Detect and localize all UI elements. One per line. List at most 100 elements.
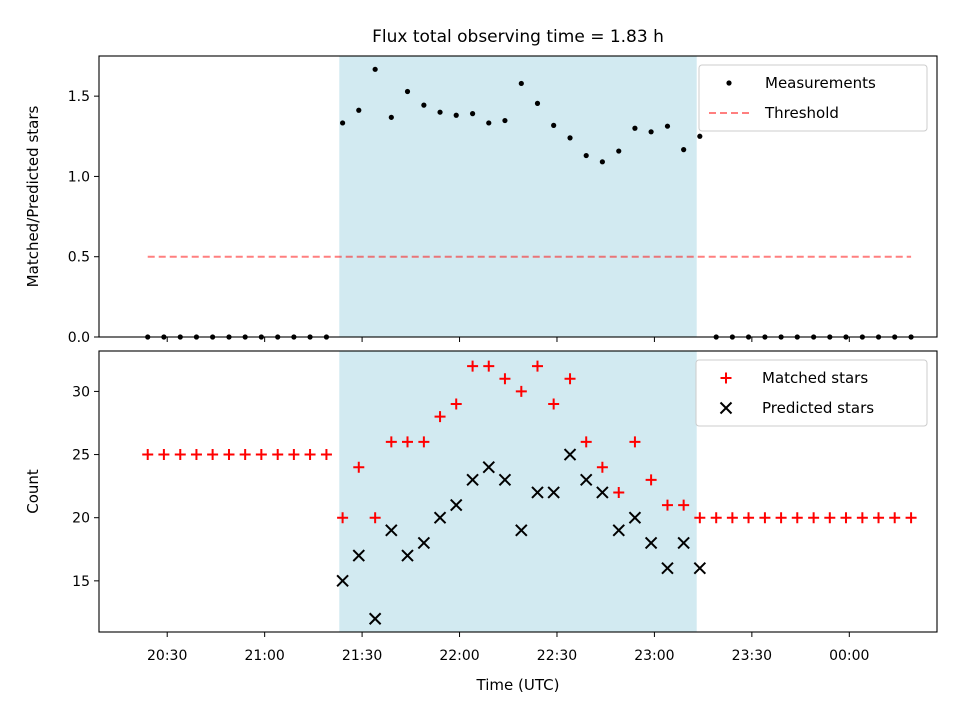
bottom-y-axis-label: Count xyxy=(24,469,42,514)
x-tick-label: 23:30 xyxy=(732,648,772,664)
matched-star-point xyxy=(142,449,154,461)
matched-star-point xyxy=(385,436,397,448)
matched-star-point xyxy=(499,373,511,385)
predicted-star-point xyxy=(515,524,528,537)
observing-span xyxy=(339,56,697,337)
predicted-star-point xyxy=(482,460,495,474)
predicted-star-point xyxy=(336,574,349,588)
predicted-star-point xyxy=(531,486,544,499)
matched-star-point xyxy=(223,449,235,461)
matched-star-point xyxy=(190,449,202,461)
y-tick-label: 0.0 xyxy=(68,330,90,346)
matched-star-point xyxy=(726,512,738,524)
matched-star-point xyxy=(239,449,251,461)
matched-star-point xyxy=(824,512,836,524)
legend-label: Matched stars xyxy=(762,369,868,387)
matched-star-point xyxy=(889,512,901,524)
legend-predicted-swatch xyxy=(719,401,733,415)
matched-star-point xyxy=(694,512,706,524)
matched-star-point xyxy=(905,512,917,524)
legend-box xyxy=(695,359,928,427)
legend-matched-swatch xyxy=(720,372,732,384)
bottom-panel: 15 20 25 30 20:30 21:00 21:30 22:00 22:30 23:00 23… xyxy=(72,350,938,664)
matched-star-point xyxy=(759,512,771,524)
measurement-point xyxy=(486,120,492,126)
predicted-star-point xyxy=(433,511,447,524)
predicted-star-point xyxy=(385,524,398,537)
predicted-star-point xyxy=(466,473,479,487)
measurement-point xyxy=(356,107,362,113)
legend-label: Threshold xyxy=(764,104,839,122)
matched-star-point xyxy=(174,449,186,461)
y-tick-label: 30 xyxy=(72,384,90,400)
measurement-point xyxy=(421,102,427,108)
matched-star-point xyxy=(158,449,170,461)
matched-star-point xyxy=(808,512,820,524)
predicted-star-point xyxy=(628,511,642,524)
matched-star-point xyxy=(791,512,803,524)
legend-box xyxy=(698,64,928,132)
predicted-star-point xyxy=(450,498,463,512)
matched-star-point xyxy=(580,436,592,448)
x-tick-label: 22:30 xyxy=(537,648,577,664)
matched-star-point xyxy=(320,449,332,461)
predicted-star-point xyxy=(580,473,593,487)
measurement-point xyxy=(453,112,459,118)
matched-star-point xyxy=(710,512,722,524)
matched-star-point xyxy=(207,449,219,461)
matched-star-point xyxy=(856,512,868,524)
measurement-point xyxy=(567,135,573,141)
matched-star-point xyxy=(743,512,755,524)
legend-measurement-swatch xyxy=(726,80,732,86)
matched-star-point xyxy=(645,474,657,486)
matched-star-point xyxy=(304,449,316,461)
legend: Matched stars Predicted stars xyxy=(695,359,928,427)
legend: Measurements Threshold xyxy=(698,64,928,132)
matched-star-point xyxy=(369,512,381,524)
measurement-point xyxy=(372,66,378,72)
predicted-star-point xyxy=(693,562,707,575)
predicted-star-point xyxy=(498,473,512,487)
measurement-point xyxy=(599,159,605,165)
measurement-point xyxy=(551,122,557,128)
predicted-star-point xyxy=(661,562,674,575)
matched-star-point xyxy=(434,411,446,423)
measurement-point xyxy=(340,120,346,126)
predicted-star-point xyxy=(401,549,414,562)
measurement-point xyxy=(697,133,703,139)
predicted-star-point xyxy=(644,536,658,550)
measurement-point xyxy=(404,88,411,95)
measurement-point xyxy=(437,109,443,115)
predicted-star-point xyxy=(596,486,609,499)
x-tick-label: 00:00 xyxy=(829,648,869,664)
x-tick-label: 21:30 xyxy=(342,648,382,664)
x-tick-label: 21:00 xyxy=(244,648,284,664)
measurement-point xyxy=(648,129,654,135)
x-tick-label: 22:00 xyxy=(439,648,479,664)
measurement-point xyxy=(518,80,524,87)
predicted-star-point xyxy=(677,536,690,550)
matched-star-point xyxy=(840,512,852,524)
matched-star-point xyxy=(450,398,462,410)
predicted-star-point xyxy=(563,448,577,461)
y-tick-label: 1.0 xyxy=(68,169,90,185)
chart-title: Flux total observing time = 1.83 h xyxy=(372,27,664,47)
matched-star-point xyxy=(678,499,690,511)
x-tick-label: 23:00 xyxy=(634,648,674,664)
measurement-point xyxy=(502,117,508,124)
axes-frame xyxy=(98,55,938,338)
matched-star-point xyxy=(272,449,284,461)
y-tick-label: 15 xyxy=(72,574,90,590)
x-tick-label: 20:30 xyxy=(147,648,187,664)
matched-star-point xyxy=(775,512,787,524)
matched-star-point xyxy=(402,436,414,448)
predicted-star-point xyxy=(352,549,365,562)
matched-star-point xyxy=(564,373,576,385)
matched-star-point xyxy=(661,499,673,511)
measurement-point xyxy=(534,100,541,106)
predicted-star-point xyxy=(368,612,382,625)
matched-star-point xyxy=(288,449,300,461)
measurement-point xyxy=(632,125,638,131)
matched-star-point xyxy=(418,436,430,448)
